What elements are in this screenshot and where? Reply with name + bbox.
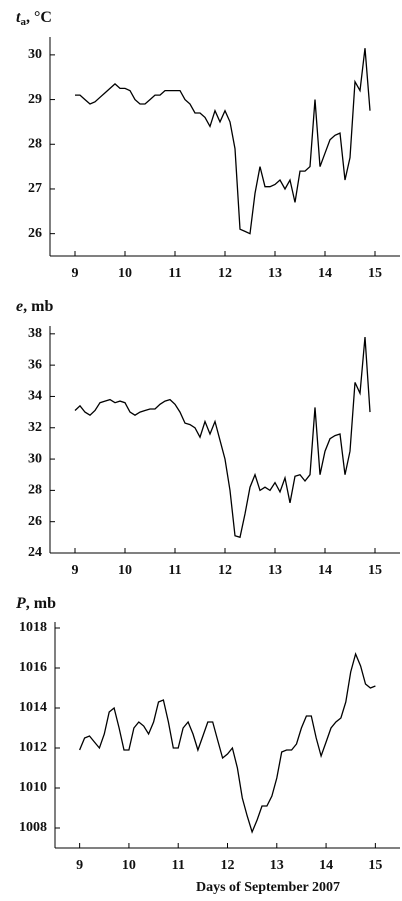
x-tick-label: 11 [168, 563, 181, 578]
x-tick-label: 9 [72, 563, 79, 578]
x-tick-label: 13 [270, 858, 284, 873]
x-tick-label: 11 [172, 858, 185, 873]
y-axis-label: P, mb [15, 595, 56, 612]
y-label-unit: , mb [23, 298, 53, 315]
y-label-unit: , °C [26, 9, 52, 26]
y-axis-label: e, mb [16, 298, 53, 315]
y-axis-label: ta, °C [16, 9, 52, 28]
y-tick-label: 30 [28, 451, 42, 466]
y-label-unit: , mb [26, 595, 56, 612]
y-label-subscript: a [20, 16, 26, 28]
y-tick-label: 28 [28, 136, 42, 151]
x-axis-label: Days of September 2007 [196, 880, 340, 895]
y-tick-label: 1014 [19, 700, 47, 715]
x-tick-label: 11 [168, 266, 181, 281]
y-tick-label: 29 [28, 92, 42, 107]
x-tick-label: 12 [218, 563, 232, 578]
y-label-symbol: t [16, 9, 21, 26]
y-label-symbol: P [15, 595, 26, 612]
x-tick-label: 13 [268, 563, 282, 578]
data-line [74, 336, 371, 539]
x-tick-label: 15 [368, 858, 382, 873]
data-line [75, 48, 371, 235]
y-tick-label: 1010 [19, 780, 47, 795]
y-tick-label: 32 [28, 420, 42, 435]
y-tick-label: 1008 [19, 820, 47, 835]
y-label-symbol: e [16, 298, 23, 315]
x-tick-label: 9 [72, 266, 79, 281]
y-tick-label: 1018 [19, 620, 47, 635]
x-tick-label: 9 [76, 858, 83, 873]
y-tick-label: 26 [28, 226, 42, 241]
y-tick-label: 28 [28, 483, 42, 498]
x-tick-label: 13 [268, 266, 282, 281]
x-tick-label: 15 [368, 563, 382, 578]
x-tick-label: 12 [221, 858, 235, 873]
data-line [79, 651, 376, 834]
y-tick-label: 36 [28, 357, 42, 372]
y-tick-label: 1016 [19, 660, 47, 675]
y-tick-label: 34 [28, 389, 42, 404]
x-tick-label: 10 [118, 266, 132, 281]
x-tick-label: 14 [319, 858, 333, 873]
y-tick-label: 1012 [19, 740, 47, 755]
x-tick-label: 10 [122, 858, 136, 873]
x-tick-label: 14 [318, 266, 332, 281]
y-tick-label: 26 [28, 514, 42, 529]
x-tick-label: 12 [218, 266, 232, 281]
x-tick-label: 14 [318, 563, 332, 578]
y-tick-label: 30 [28, 47, 42, 62]
y-tick-label: 38 [28, 326, 42, 341]
x-tick-label: 15 [368, 266, 382, 281]
y-tick-label: 24 [28, 545, 42, 560]
y-tick-label: 27 [28, 181, 42, 196]
x-tick-label: 10 [118, 563, 132, 578]
